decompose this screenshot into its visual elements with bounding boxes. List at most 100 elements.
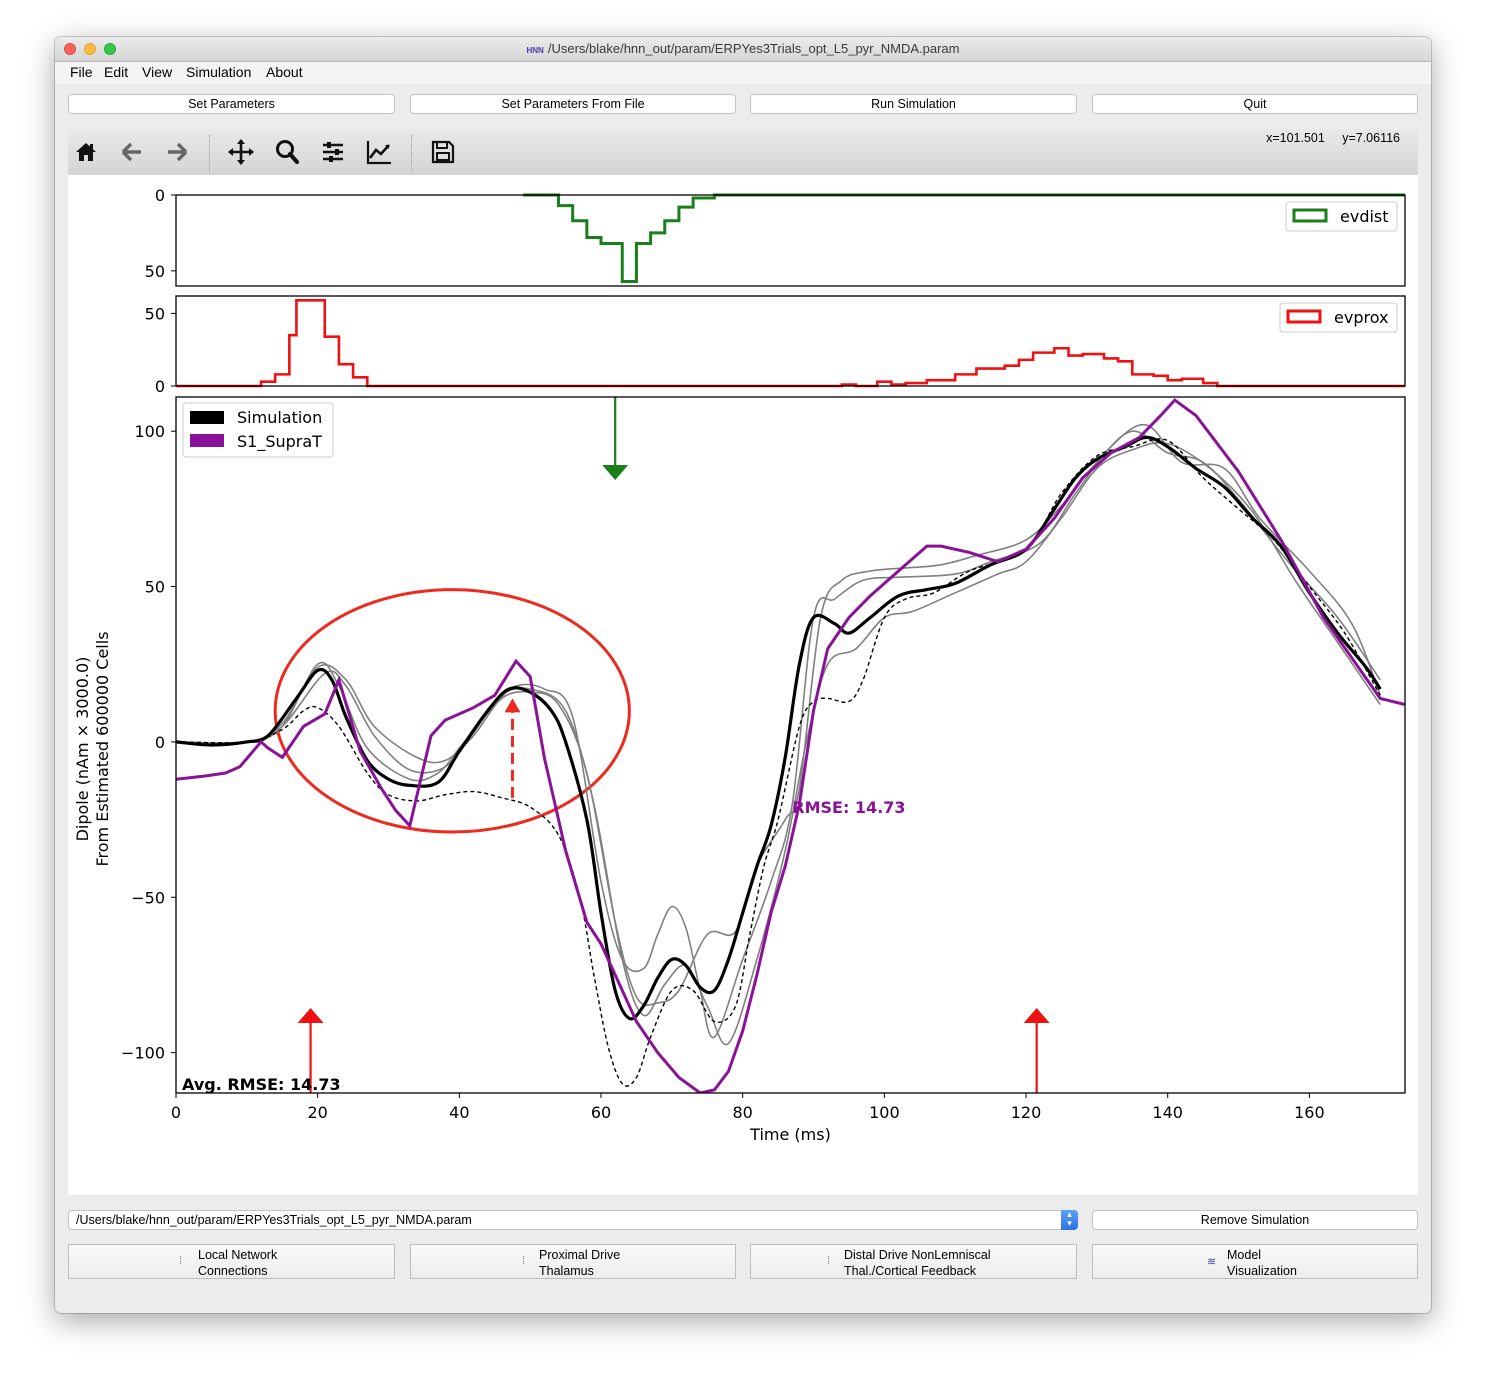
button-label: Proximal Drive Thalamus — [539, 1247, 620, 1279]
simulation-select[interactable]: /Users/blake/hnn_out/param/ERPYes3Trials… — [68, 1210, 1078, 1230]
legend-label-s1-supra: S1_SupraT — [237, 432, 322, 452]
xtick-label: 60 — [591, 1103, 611, 1122]
xtick-label: 20 — [307, 1103, 327, 1122]
toolbar-separator — [411, 135, 412, 171]
evdist-ytick-label: 50 — [145, 262, 165, 281]
legend-swatch-simulation — [190, 411, 224, 424]
menu-file[interactable]: File — [70, 64, 93, 80]
trial-3-line — [176, 441, 1381, 1046]
y-axis-label-line1: Dipole (nAm × 3000.0) — [73, 657, 92, 842]
avg-rmse-label: Avg. RMSE: 14.73 — [182, 1075, 341, 1094]
remove-simulation-button[interactable]: Remove Simulation — [1092, 1210, 1418, 1230]
xtick-label: 140 — [1152, 1103, 1183, 1122]
button-label-line1: Proximal Drive — [539, 1248, 621, 1262]
window-title: HNN/Users/blake/hnn_out/param/ERPYes3Tri… — [55, 41, 1431, 56]
evdist-legend-label: evdist — [1340, 207, 1389, 226]
evprox-arrow-head — [1023, 1008, 1050, 1023]
button-label: Distal Drive NonLemniscal Thal./Cortical … — [844, 1247, 991, 1279]
quit-button[interactable]: Quit — [1092, 94, 1418, 114]
back-arrow-icon[interactable] — [117, 137, 147, 167]
evdist-axes-frame — [175, 194, 1406, 287]
evprox-arrow-head — [297, 1008, 324, 1023]
x-axis-label: Time (ms) — [749, 1125, 831, 1144]
simulation-select-value: /Users/blake/hnn_out/param/ERPYes3Trials… — [76, 1213, 472, 1227]
evprox-axes-frame — [175, 295, 1406, 387]
evdist-legend-swatch — [1292, 208, 1328, 223]
rmse-label: RMSE: 14.73 — [792, 798, 905, 817]
xtick-label: 0 — [171, 1103, 181, 1122]
main-axes-frame — [175, 396, 1406, 1094]
proximal-drive-thalamus-button[interactable]: ⁞ Proximal Drive Thalamus — [410, 1244, 736, 1279]
zoom-window-button[interactable] — [104, 43, 116, 55]
xtick-label: 120 — [1011, 1103, 1042, 1122]
main-plot-area — [176, 397, 1405, 1093]
button-label-line2: Connections — [198, 1264, 268, 1278]
coord-x: x=101.501 — [1266, 131, 1325, 145]
window-title-text: /Users/blake/hnn_out/param/ERPYes3Trials… — [547, 41, 960, 56]
xtick-label: 40 — [449, 1103, 469, 1122]
local-network-connections-button[interactable]: ⁞ Local Network Connections — [68, 1244, 395, 1279]
set-parameters-button[interactable]: Set Parameters — [68, 94, 395, 114]
title-bar: HNN/Users/blake/hnn_out/param/ERPYes3Tri… — [55, 37, 1431, 62]
set-parameters-from-file-button[interactable]: Set Parameters From File — [410, 94, 736, 114]
legend-label-simulation: Simulation — [237, 408, 322, 427]
trial-mean-dashed-line — [176, 438, 1381, 1087]
toolbar-separator — [209, 135, 210, 171]
run-simulation-button[interactable]: Run Simulation — [750, 94, 1077, 114]
ytick-label: 0 — [155, 733, 165, 752]
menu-edit[interactable]: Edit — [104, 64, 129, 80]
hnn-logo: HNN — [526, 46, 544, 55]
edit-axis-icon[interactable] — [364, 137, 394, 167]
evprox-ytick-label: 50 — [145, 304, 165, 323]
evdist-arrow-head — [602, 465, 629, 480]
ytick-label: −50 — [131, 888, 165, 907]
button-label-line2: Thal./Cortical Feedback — [844, 1264, 977, 1278]
button-label: Local Network Connections — [198, 1247, 277, 1279]
evdist-histogram — [523, 193, 1405, 283]
button-label-line2: Visualization — [1227, 1264, 1297, 1278]
menu-simulation[interactable]: Simulation — [186, 64, 252, 80]
model-icon: ≋ — [1207, 1256, 1217, 1268]
minimize-window-button[interactable] — [84, 43, 96, 55]
trial-2-line — [176, 430, 1381, 1006]
save-icon[interactable] — [428, 137, 458, 167]
xtick-label: 100 — [869, 1103, 900, 1122]
evdist-ytick-label: 0 — [155, 186, 165, 205]
legend-swatch-s1-supra — [190, 434, 224, 447]
ytick-label: −100 — [121, 1044, 165, 1063]
button-label-line1: Distal Drive NonLemniscal — [844, 1248, 991, 1262]
pan-icon[interactable] — [226, 137, 256, 167]
evprox-ytick-label: 0 — [155, 377, 165, 396]
coord-y: y=7.06116 — [1342, 131, 1400, 145]
network-icon: ⁞ — [179, 1255, 183, 1267]
configure-subplots-icon[interactable] — [318, 137, 348, 167]
annotation-ellipse — [273, 588, 631, 834]
plot-toolbar: x=101.501 y=7.06116 — [68, 129, 1418, 175]
close-window-button[interactable] — [64, 43, 76, 55]
button-label-line1: Local Network — [198, 1248, 278, 1262]
xtick-label: 160 — [1294, 1103, 1325, 1122]
menu-about[interactable]: About — [266, 64, 303, 80]
forward-arrow-icon[interactable] — [162, 137, 192, 167]
model-visualization-button[interactable]: ≋ Model Visualization — [1092, 1244, 1418, 1279]
y-axis-label-line2: From Estimated 600000 Cells — [93, 631, 112, 866]
network-icon: ⁞ — [522, 1255, 526, 1267]
distal-drive-button[interactable]: ⁞ Distal Drive NonLemniscal Thal./Cortica… — [750, 1244, 1077, 1279]
button-label-line2: Thalamus — [539, 1264, 594, 1278]
ytick-label: 50 — [145, 578, 165, 597]
evprox-histogram — [176, 299, 1405, 388]
xtick-label: 80 — [733, 1103, 753, 1122]
zoom-icon[interactable] — [272, 137, 302, 167]
select-stepper-icon[interactable]: ▴ ▾ — [1061, 1210, 1078, 1230]
menu-view[interactable]: View — [142, 64, 173, 80]
home-icon[interactable] — [71, 137, 101, 167]
s1-supra-line — [176, 398, 1405, 1093]
evprox-legend-swatch — [1286, 309, 1322, 324]
figure-svg: 0 50 evdist 50 0 evprox RMSE: 14.73 Avg. RMSE: … — [73, 186, 1406, 1144]
menu-bar: File Edit View Simulation About — [55, 62, 1431, 84]
annotation-dashed-arrow-head — [504, 698, 521, 713]
figure-canvas[interactable]: 0 50 evdist 50 0 evprox RMSE: 14.73 Avg. RMSE: … — [68, 175, 1418, 1195]
button-label-line1: Model — [1227, 1248, 1262, 1262]
button-label: Model Visualization — [1227, 1247, 1297, 1279]
cursor-coordinates: x=101.501 y=7.06116 — [1266, 131, 1400, 145]
